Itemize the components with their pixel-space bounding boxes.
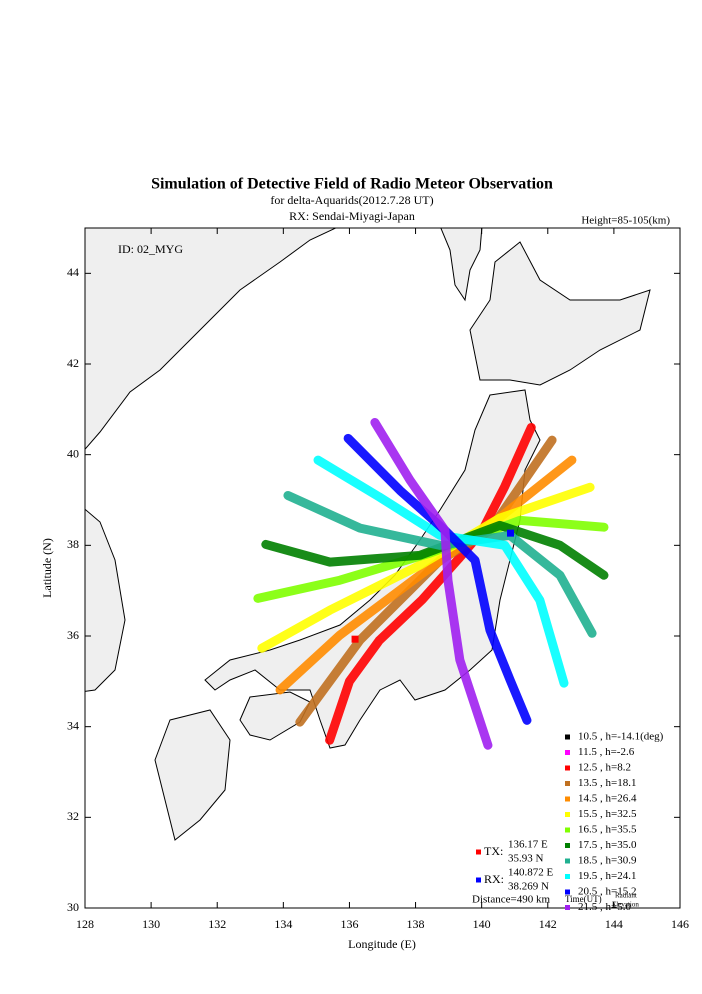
hokkaido [469,241,651,386]
station-lon: 140.872 E [508,867,554,879]
station-swatch [476,849,481,855]
legend-label: 20.5 , h=15.2 [578,886,636,898]
legend-label: 13.5 , h=18.1 [578,777,636,789]
legend-swatch [565,889,570,895]
x-tick-label: 144 [605,917,623,931]
legend-time: Time(UT) [565,894,602,904]
legend-swatch [565,765,570,771]
legend-swatch [565,905,570,910]
legend-swatch [565,812,570,817]
x-tick-label: 140 [473,917,491,931]
station-marker [351,635,359,643]
y-axis-label: Latitude (N) [40,538,54,598]
legend-swatch [565,734,570,740]
station-label: TX: [484,844,503,858]
distance: Distance=490 km [472,894,550,906]
legend-label: 21.5 , h=5.0 [578,901,631,913]
legend-swatch [565,796,570,802]
meteor-track [257,482,595,653]
legend-swatch [565,827,570,833]
station-lon: 136.17 E [508,839,548,851]
station-lat: 35.93 N [508,853,544,865]
legend-label: 16.5 , h=35.5 [578,824,637,836]
y-tick-label: 36 [67,628,79,642]
x-tick-label: 132 [208,917,226,931]
sakhalin [440,228,483,302]
x-tick-label: 130 [142,917,160,931]
station-marker [506,529,514,537]
meteor-track [275,455,577,695]
meteor-track [325,422,536,745]
legend-swatch [565,781,570,786]
x-tick-label: 138 [407,917,425,931]
legend-swatch [565,874,570,879]
station-label: RX: [484,872,504,886]
meteor-track [370,417,493,750]
y-tick-label: 40 [67,446,79,460]
meteor-track [343,433,532,725]
legend-elevation: Elevation [612,901,639,909]
legend-swatch [565,750,570,755]
meteor-track [313,455,569,688]
legend-swatch [565,858,570,864]
legend-label: 17.5 , h=35.0 [578,839,637,851]
legend-label: 18.5 , h=30.9 [578,855,637,867]
plot-frame [84,227,681,909]
x-axis-label: Longitude (E) [348,937,416,951]
legend-label: 15.5 , h=32.5 [578,808,637,820]
shikoku [239,691,311,741]
x-tick-label: 128 [76,917,94,931]
height-note: Height=85-105(km) [581,215,670,227]
subtitle: for delta-Aquarids(2012.7.28 UT) [270,193,433,207]
station-swatch [476,877,481,883]
x-tick-label: 146 [671,917,689,931]
legend-radiant: Radiant [615,892,637,900]
id-label: ID: 02_MYG [118,242,183,256]
legend-swatch [565,843,570,848]
chart-title: Simulation of Detective Field of Radio M… [151,176,553,193]
y-tick-label: 34 [67,718,79,732]
receiver: RX: Sendai-Miyagi-Japan [289,209,415,223]
x-tick-label: 142 [539,917,557,931]
korea [85,508,126,692]
kyushu [154,709,231,841]
y-tick-label: 44 [67,265,79,279]
x-tick-label: 134 [274,917,292,931]
legend-label: 14.5 , h=26.4 [578,793,637,805]
y-tick-label: 32 [67,809,79,823]
y-tick-label: 38 [67,537,79,551]
legend-label: 10.5 , h=-14.1(deg) [578,731,664,743]
y-tick-label: 30 [67,900,79,914]
station-lat: 38.269 N [508,881,549,893]
legend-label: 11.5 , h=-2.6 [578,746,635,758]
legend-label: 19.5 , h=24.1 [578,870,636,882]
y-tick-label: 42 [67,356,79,370]
x-tick-label: 136 [340,917,358,931]
mainland [85,228,337,451]
legend-label: 12.5 , h=8.2 [578,762,631,774]
